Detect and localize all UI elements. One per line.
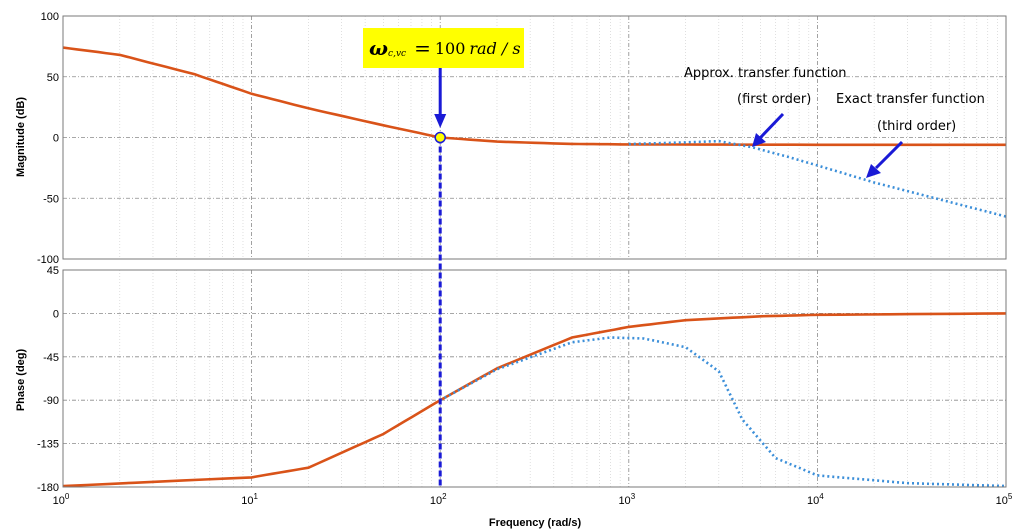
exact-transfer-function-line [439, 336, 1007, 488]
x-tick-label: 101 [241, 492, 258, 507]
x-tick-label: 104 [807, 492, 824, 507]
frequency-axis-label: Frequency (rad/s) [489, 517, 582, 529]
y-tick-label: -90 [43, 395, 59, 407]
approx-arrow-shaft [758, 112, 785, 140]
crossover-value: 100 [434, 38, 466, 58]
magnitude-panel: 100 50 0 -50 -100 [37, 11, 1007, 266]
y-tick-label: 100 [41, 11, 59, 23]
omega-subscript: c,vc [388, 49, 407, 59]
exact-transfer-function-line [628, 139, 1007, 218]
omega-symbol: ω [369, 36, 389, 60]
x-tick-label: 103 [618, 492, 635, 507]
x-tick-label: 105 [996, 492, 1013, 507]
y-tick-label: -135 [37, 439, 59, 451]
magnitude-axis-label: Magnitude (dB) [15, 97, 27, 177]
approx-annotation-line2: (first order) [737, 92, 811, 107]
y-tick-label: 50 [47, 72, 59, 84]
x-tick-label: 100 [53, 492, 70, 507]
approx-arrow-head [752, 133, 766, 147]
y-tick-label: -100 [37, 254, 59, 266]
crossover-unit: rad / s [469, 38, 521, 58]
phase-axis-label: Phase (deg) [15, 348, 27, 411]
crossover-marker [434, 131, 446, 144]
y-tick-label: 0 [53, 133, 59, 145]
y-tick-label: -50 [43, 193, 59, 205]
plot-area [63, 270, 1006, 487]
annotation-overlay [434, 68, 904, 487]
plot-frame [62, 15, 1007, 260]
x-tick-label: 102 [430, 492, 447, 507]
y-tick-label: -180 [37, 482, 59, 494]
crossover-arrow-head [434, 114, 447, 128]
approx-transfer-function-line [62, 312, 1007, 488]
approx-annotation-line1: Approx. transfer function [684, 66, 847, 81]
plot-frame [62, 269, 1007, 488]
y-tick-label: 45 [47, 265, 59, 277]
exact-annotation-line2: (third order) [877, 119, 956, 134]
equals-sign: = [414, 36, 431, 60]
y-tick-label: -45 [43, 352, 59, 364]
crossover-frequency-label: ω c,vc = 100 rad / s [363, 28, 524, 68]
exact-arrow-shaft [874, 140, 904, 170]
exact-arrow-head [866, 164, 881, 178]
exact-annotation-line1: Exact transfer function [836, 92, 985, 107]
y-tick-label: 0 [53, 308, 59, 320]
approx-transfer-function-line [62, 46, 1006, 147]
